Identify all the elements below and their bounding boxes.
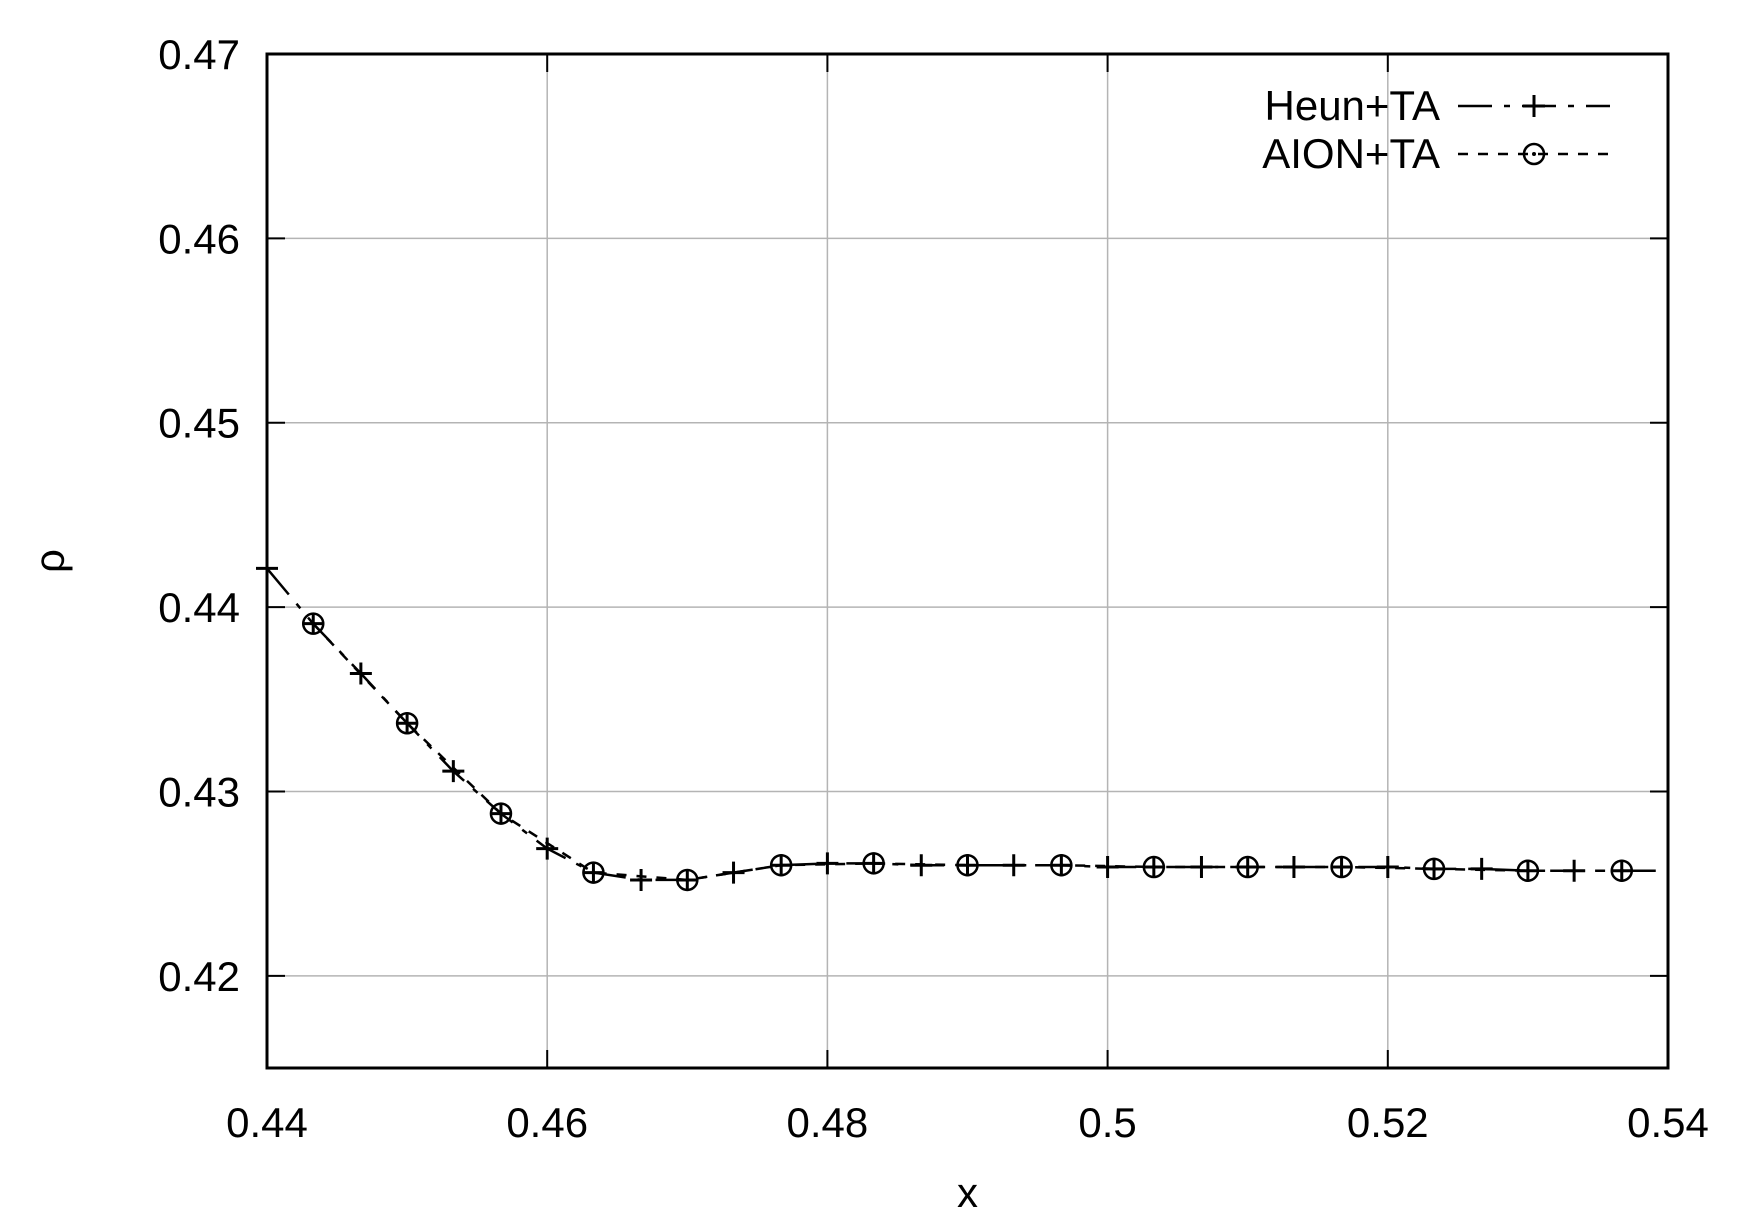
data-point-1-dot <box>685 877 690 882</box>
data-point-1-dot <box>591 870 596 875</box>
data-point-1-ring <box>489 802 513 825</box>
data-point-1-dot <box>1059 863 1064 868</box>
data-point-1-dot <box>965 863 970 868</box>
x-tick-labels: 0.44 0.46 0.48 0.5 0.52 0.54 <box>226 1099 1709 1146</box>
data-point-1-ring <box>676 868 699 892</box>
data-point-1 <box>1516 859 1540 882</box>
data-point-1 <box>1050 853 1073 877</box>
data-point-1-ring <box>301 612 325 635</box>
data-point-1-dot <box>871 861 876 866</box>
legend-sample-heun <box>1458 95 1610 117</box>
legend-sample-aion <box>1458 142 1610 166</box>
data-point-1-ring <box>1330 855 1353 879</box>
legend: Heun+TA AION+TA <box>1262 82 1610 177</box>
data-point-1-ring <box>956 853 979 877</box>
x-axis-title: x <box>957 1169 978 1216</box>
y-tick-label: 0.46 <box>158 215 240 262</box>
x-tick-label: 0.52 <box>1347 1099 1429 1146</box>
data-point-1-dot <box>311 621 316 626</box>
plot-frame <box>265 52 1670 1070</box>
y-tick-label: 0.44 <box>158 584 240 631</box>
data-point-0 <box>630 868 653 891</box>
series-1 <box>301 612 1634 892</box>
data-point-1 <box>489 802 513 825</box>
data-point-1-ring <box>862 852 885 875</box>
data-point-1 <box>1236 855 1259 879</box>
data-point-1 <box>1422 857 1446 881</box>
data-point-1-ring <box>1516 859 1540 882</box>
data-point-1 <box>1142 855 1166 879</box>
data-point-1-ring <box>1142 855 1166 879</box>
legend-marker-1 <box>1522 142 1546 166</box>
data-point-1-dot <box>405 721 410 726</box>
grid <box>267 54 1668 1068</box>
data-point-1-dot <box>779 863 784 868</box>
y-tick-label: 0.43 <box>158 768 240 815</box>
x-tick-label: 0.44 <box>226 1099 308 1146</box>
x-tick-label: 0.5 <box>1078 1099 1136 1146</box>
data-point-1-dot <box>1339 865 1344 870</box>
data-point-1 <box>582 861 605 884</box>
data-point-1-ring <box>1422 857 1446 881</box>
data-point-1-ring <box>1236 855 1259 879</box>
data-point-1-dot <box>498 811 503 816</box>
data-point-1-ring <box>582 861 605 884</box>
data-point-1 <box>301 612 325 635</box>
data-point-1 <box>1330 855 1353 879</box>
legend-marker-1-dot <box>1532 152 1536 156</box>
data-point-1-dot <box>1525 868 1530 873</box>
data-point-1-ring <box>769 853 793 877</box>
x-tick-label: 0.46 <box>506 1099 588 1146</box>
data-point-1 <box>395 711 419 735</box>
series-line-1 <box>312 622 1622 882</box>
data-point-0 <box>442 760 465 783</box>
data-point-1-ring <box>1050 853 1073 877</box>
data-point-1 <box>862 852 885 875</box>
y-axis-title: ρ <box>26 549 73 573</box>
data-point-1-dot <box>1151 865 1156 870</box>
legend-marker-1-ring <box>1522 142 1546 166</box>
data-point-1-dot <box>1245 865 1250 870</box>
axis-ticks <box>266 53 1669 1068</box>
legend-label-heun: Heun+TA <box>1265 82 1441 129</box>
y-tick-label: 0.47 <box>158 31 240 78</box>
series-line-0 <box>266 567 1622 882</box>
data-point-1-ring <box>395 711 419 735</box>
y-tick-labels: 0.42 0.43 0.44 0.45 0.46 0.47 <box>158 31 240 1000</box>
data-point-1 <box>956 853 979 877</box>
data-point-1 <box>676 868 699 892</box>
x-tick-label: 0.48 <box>787 1099 869 1146</box>
series-area <box>256 557 1668 892</box>
data-point-1-dot <box>1432 866 1437 871</box>
legend-marker-0 <box>1523 95 1545 117</box>
y-tick-label: 0.42 <box>158 953 240 1000</box>
x-tick-label: 0.54 <box>1627 1099 1709 1146</box>
legend-label-aion: AION+TA <box>1262 130 1440 177</box>
y-tick-label: 0.45 <box>158 400 240 447</box>
data-point-0 <box>536 837 559 860</box>
data-point-1 <box>769 853 793 877</box>
